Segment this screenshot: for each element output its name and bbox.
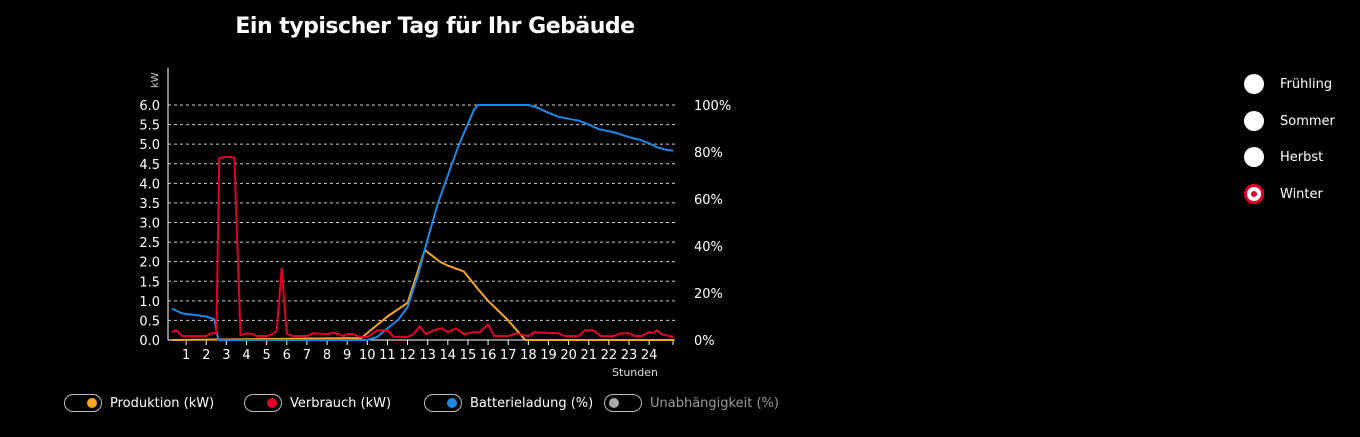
x-tick-label: 20 — [560, 348, 577, 363]
x-tick-label: 19 — [540, 348, 557, 363]
x-tick-label: 11 — [379, 348, 396, 363]
x-axis-label: Stunden — [612, 366, 658, 379]
legend-verbrauch[interactable]: Verbrauch (kW) — [244, 394, 391, 412]
x-tick-label: 7 — [303, 348, 311, 363]
legend-label: Verbrauch (kW) — [290, 395, 392, 411]
y-tick-label: 2.0 — [139, 256, 160, 271]
legend-unabhaengigkeit[interactable]: Unabhängigkeit (%) — [604, 394, 779, 412]
y-tick-label: 4.5 — [139, 158, 160, 173]
radio-button[interactable] — [1244, 111, 1264, 131]
legend-label: Produktion (kW) — [110, 395, 215, 411]
season-winter[interactable]: Winter — [1244, 184, 1323, 204]
legend-label: Unabhängigkeit (%) — [650, 395, 779, 411]
x-tick-label: 1 — [182, 348, 190, 363]
y-tick-label: 0.5 — [139, 314, 160, 329]
y-right-tick-label: 20% — [694, 287, 723, 302]
toggle-switch[interactable] — [424, 394, 462, 412]
toggle-dot — [447, 398, 457, 408]
legend-batterieladung[interactable]: Batterieladung (%) — [424, 394, 593, 412]
toggle-dot — [267, 398, 277, 408]
chart-title: Ein typischer Tag für Ihr Gebäude — [235, 14, 635, 39]
x-tick-label: 24 — [641, 348, 658, 363]
y-tick-label: 1.5 — [139, 275, 160, 290]
x-tick-label: 16 — [480, 348, 497, 363]
y-tick-label: 6.0 — [139, 99, 160, 114]
radio-button-selected[interactable] — [1244, 184, 1264, 204]
y-right-tick-label: 60% — [694, 193, 723, 208]
x-tick-label: 14 — [440, 348, 457, 363]
season-label: Frühling — [1280, 76, 1333, 92]
toggle-switch[interactable] — [604, 394, 642, 412]
y-right-tick-label: 40% — [694, 240, 723, 255]
toggle-switch[interactable] — [244, 394, 282, 412]
x-tick-label: 3 — [222, 348, 230, 363]
x-tick-label: 2 — [202, 348, 210, 363]
season-fruehling[interactable]: Frühling — [1244, 74, 1332, 94]
x-tick-label: 18 — [520, 348, 537, 363]
x-tick-label: 6 — [283, 348, 291, 363]
x-tick-label: 23 — [621, 348, 638, 363]
y-tick-label: 5.5 — [139, 119, 160, 134]
toggle-dot — [87, 398, 97, 408]
radio-button[interactable] — [1244, 147, 1264, 167]
x-tick-label: 8 — [323, 348, 331, 363]
x-tick-label: 9 — [343, 348, 351, 363]
series-line-produktion — [171, 248, 674, 341]
toggle-switch[interactable] — [64, 394, 102, 412]
y-tick-label: 4.0 — [139, 177, 160, 192]
y-right-tick-label: 100% — [694, 99, 731, 114]
x-tick-label: 17 — [500, 348, 517, 363]
radio-button[interactable] — [1244, 74, 1264, 94]
y-tick-label: 3.0 — [139, 217, 160, 232]
toggle-dot — [609, 398, 619, 408]
x-tick-label: 13 — [419, 348, 436, 363]
season-herbst[interactable]: Herbst — [1244, 147, 1323, 167]
y-right-tick-label: 0% — [694, 334, 715, 349]
x-tick-label: 12 — [399, 348, 416, 363]
legend-produktion[interactable]: Produktion (kW) — [64, 394, 214, 412]
x-tick-label: 21 — [580, 348, 597, 363]
y-right-tick-label: 80% — [694, 146, 723, 161]
series-line-batterieladung — [171, 104, 674, 341]
y-tick-label: 0.0 — [139, 334, 160, 349]
x-tick-label: 4 — [242, 348, 250, 363]
x-tick-label: 22 — [601, 348, 618, 363]
y-axis-label: kW — [150, 72, 161, 88]
x-tick-label: 5 — [263, 348, 271, 363]
y-tick-label: 3.5 — [139, 197, 160, 212]
season-sommer[interactable]: Sommer — [1244, 111, 1335, 131]
season-label: Winter — [1280, 186, 1323, 202]
season-label: Herbst — [1280, 149, 1324, 165]
legend-label: Batterieladung (%) — [470, 395, 594, 411]
x-tick-label: 10 — [359, 348, 376, 363]
x-tick-label: 15 — [460, 348, 477, 363]
y-tick-label: 1.0 — [139, 295, 160, 310]
series-line-verbrauch — [171, 155, 674, 338]
season-label: Sommer — [1280, 113, 1335, 129]
y-tick-label: 5.0 — [139, 138, 160, 153]
y-tick-label: 2.5 — [139, 236, 160, 251]
